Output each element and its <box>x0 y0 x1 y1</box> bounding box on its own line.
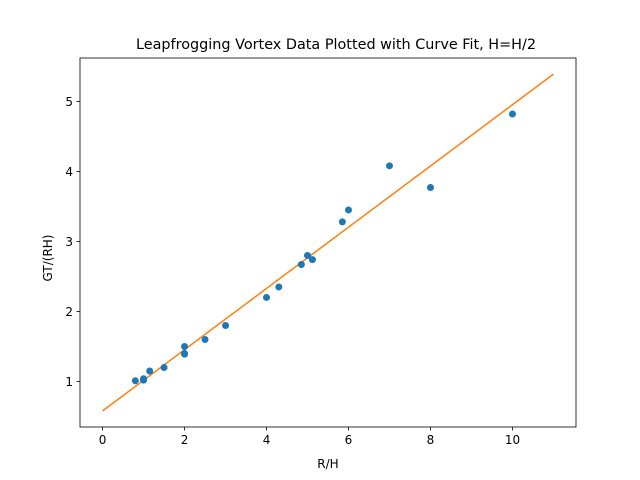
chart-title: Leapfrogging Vortex Data Plotted with Cu… <box>136 37 536 53</box>
plot-area <box>102 73 554 412</box>
data-point <box>181 342 189 350</box>
data-point <box>263 293 271 301</box>
data-point <box>338 218 346 226</box>
data-point <box>304 251 311 259</box>
data-point <box>426 184 434 192</box>
data-point <box>508 110 516 118</box>
y-tick-label: 5 <box>65 95 73 109</box>
data-point <box>201 335 209 343</box>
axes-frame <box>79 57 577 428</box>
data-point <box>345 206 352 214</box>
data-point <box>160 363 168 371</box>
y-tick-label: 2 <box>65 305 73 319</box>
y-tick-label: 3 <box>65 235 73 249</box>
data-point <box>385 162 393 170</box>
x-tick-label: 2 <box>181 433 189 447</box>
x-tick-label: 0 <box>99 433 107 447</box>
data-point <box>275 283 283 291</box>
data-point <box>146 367 154 375</box>
data-point <box>131 377 139 385</box>
x-tick-label: 8 <box>427 433 435 447</box>
fit-line <box>102 73 554 412</box>
x-tick-label: 4 <box>263 433 271 447</box>
y-tick-label: 4 <box>65 165 73 179</box>
y-axis-label: GT/(RH) <box>41 235 55 282</box>
x-axis-label: R/H <box>317 457 338 471</box>
data-point <box>308 256 316 264</box>
x-tick-label: 10 <box>505 433 520 447</box>
data-point <box>140 375 148 383</box>
x-tick-label: 6 <box>345 433 353 447</box>
data-point <box>297 261 305 269</box>
data-point <box>181 350 189 358</box>
data-point <box>222 321 230 329</box>
y-tick-label: 1 <box>65 375 73 389</box>
